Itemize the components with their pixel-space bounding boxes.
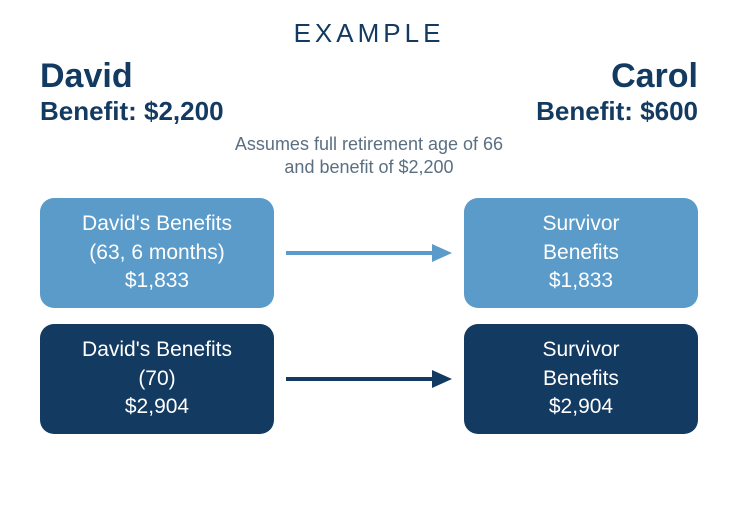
person-left-benefit: Benefit: $2,200: [40, 96, 224, 127]
card-text-line: Survivor: [542, 336, 619, 364]
assumption-text: Assumes full retirement age of 66 and be…: [0, 127, 738, 190]
card-text-line: (63, 6 months): [89, 239, 224, 267]
arrow-right-icon: [284, 242, 454, 264]
card-survivor-early: Survivor Benefits $1,833: [464, 198, 698, 308]
scenario-row-late: David's Benefits (70) $2,904 Survivor Be…: [0, 316, 738, 442]
card-survivor-late: Survivor Benefits $2,904: [464, 324, 698, 434]
arrow-late-wrap: [274, 368, 464, 390]
card-david-late: David's Benefits (70) $2,904: [40, 324, 274, 434]
person-left: David Benefit: $2,200: [40, 57, 224, 127]
card-text-line: David's Benefits: [82, 336, 232, 364]
person-right-benefit: Benefit: $600: [536, 96, 698, 127]
card-text-line: $2,904: [549, 393, 613, 421]
arrow-early-wrap: [274, 242, 464, 264]
person-right: Carol Benefit: $600: [536, 57, 698, 127]
people-header-row: David Benefit: $2,200 Carol Benefit: $60…: [0, 49, 738, 127]
card-david-early: David's Benefits (63, 6 months) $1,833: [40, 198, 274, 308]
arrow-right-icon: [284, 368, 454, 390]
card-text-line: $1,833: [549, 267, 613, 295]
page-title: EXAMPLE: [0, 0, 738, 49]
assumption-line-1: Assumes full retirement age of 66: [0, 133, 738, 156]
person-left-name: David: [40, 57, 224, 96]
card-text-line: $2,904: [125, 393, 189, 421]
card-text-line: (70): [138, 365, 175, 393]
person-right-name: Carol: [536, 57, 698, 96]
assumption-line-2: and benefit of $2,200: [0, 156, 738, 179]
card-text-line: Benefits: [543, 239, 619, 267]
scenario-row-early: David's Benefits (63, 6 months) $1,833 S…: [0, 190, 738, 316]
card-text-line: Survivor: [542, 210, 619, 238]
card-text-line: Benefits: [543, 365, 619, 393]
card-text-line: $1,833: [125, 267, 189, 295]
card-text-line: David's Benefits: [82, 210, 232, 238]
